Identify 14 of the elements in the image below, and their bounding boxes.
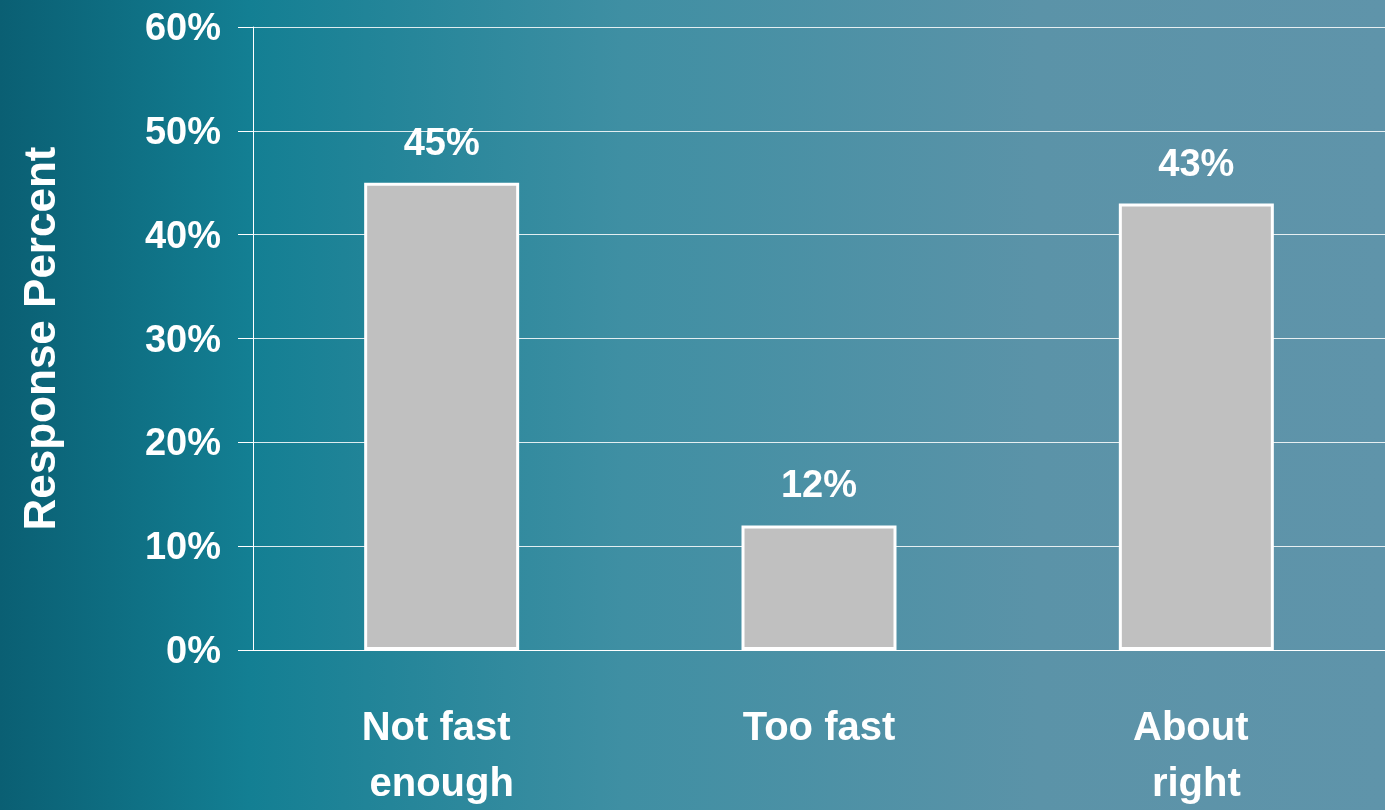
data-label: 43%	[1158, 141, 1235, 184]
x-tick-label: Not fast enough	[361, 704, 522, 804]
y-tick-label: 0%	[166, 629, 221, 671]
y-axis-title: Response Percent	[14, 146, 64, 531]
y-tick-label: 50%	[144, 109, 221, 152]
x-tick-label: Too fast	[742, 704, 896, 748]
x-tick-label: About right	[1133, 704, 1260, 804]
data-label: 45%	[403, 120, 480, 163]
y-tick-label: 10%	[144, 525, 221, 568]
data-label: 12%	[780, 463, 858, 506]
y-tick-label: 60%	[144, 6, 221, 48]
y-tick-label: 20%	[144, 421, 221, 464]
y-tick-label: 40%	[144, 213, 221, 256]
y-tick-label: 30%	[144, 317, 221, 360]
